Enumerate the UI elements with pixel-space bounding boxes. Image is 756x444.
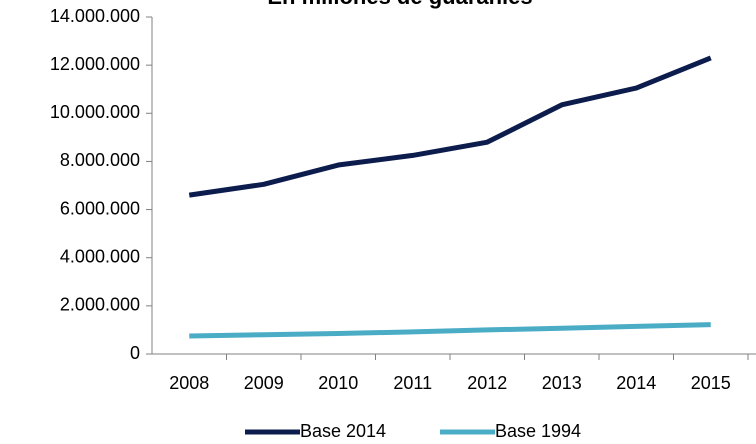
y-tick-label: 14.000.000 <box>50 6 140 26</box>
legend-label: Base 1994 <box>495 421 581 441</box>
x-tick-label: 2008 <box>169 373 209 393</box>
y-tick-label: 4.000.000 <box>60 246 140 266</box>
x-tick-label: 2015 <box>691 373 731 393</box>
x-tick-label: 2010 <box>318 373 358 393</box>
y-tick-label: 0 <box>130 343 140 363</box>
legend-label: Base 2014 <box>300 421 386 441</box>
y-tick-label: 2.000.000 <box>60 295 140 315</box>
line <box>188 55 712 198</box>
chart-title: En millones de guaraníes <box>267 0 532 9</box>
x-tick-label: 2014 <box>616 373 656 393</box>
x-tick-label: 2013 <box>542 373 582 393</box>
y-tick-label: 12.000.000 <box>50 54 140 74</box>
y-tick-label: 10.000.000 <box>50 102 140 122</box>
line <box>189 322 711 339</box>
x-tick-label: 2012 <box>467 373 507 393</box>
x-tick-label: 2011 <box>393 373 432 393</box>
y-tick-label: 8.000.000 <box>60 150 140 170</box>
y-tick-label: 6.000.000 <box>60 198 140 218</box>
x-tick-label: 2009 <box>244 373 284 393</box>
